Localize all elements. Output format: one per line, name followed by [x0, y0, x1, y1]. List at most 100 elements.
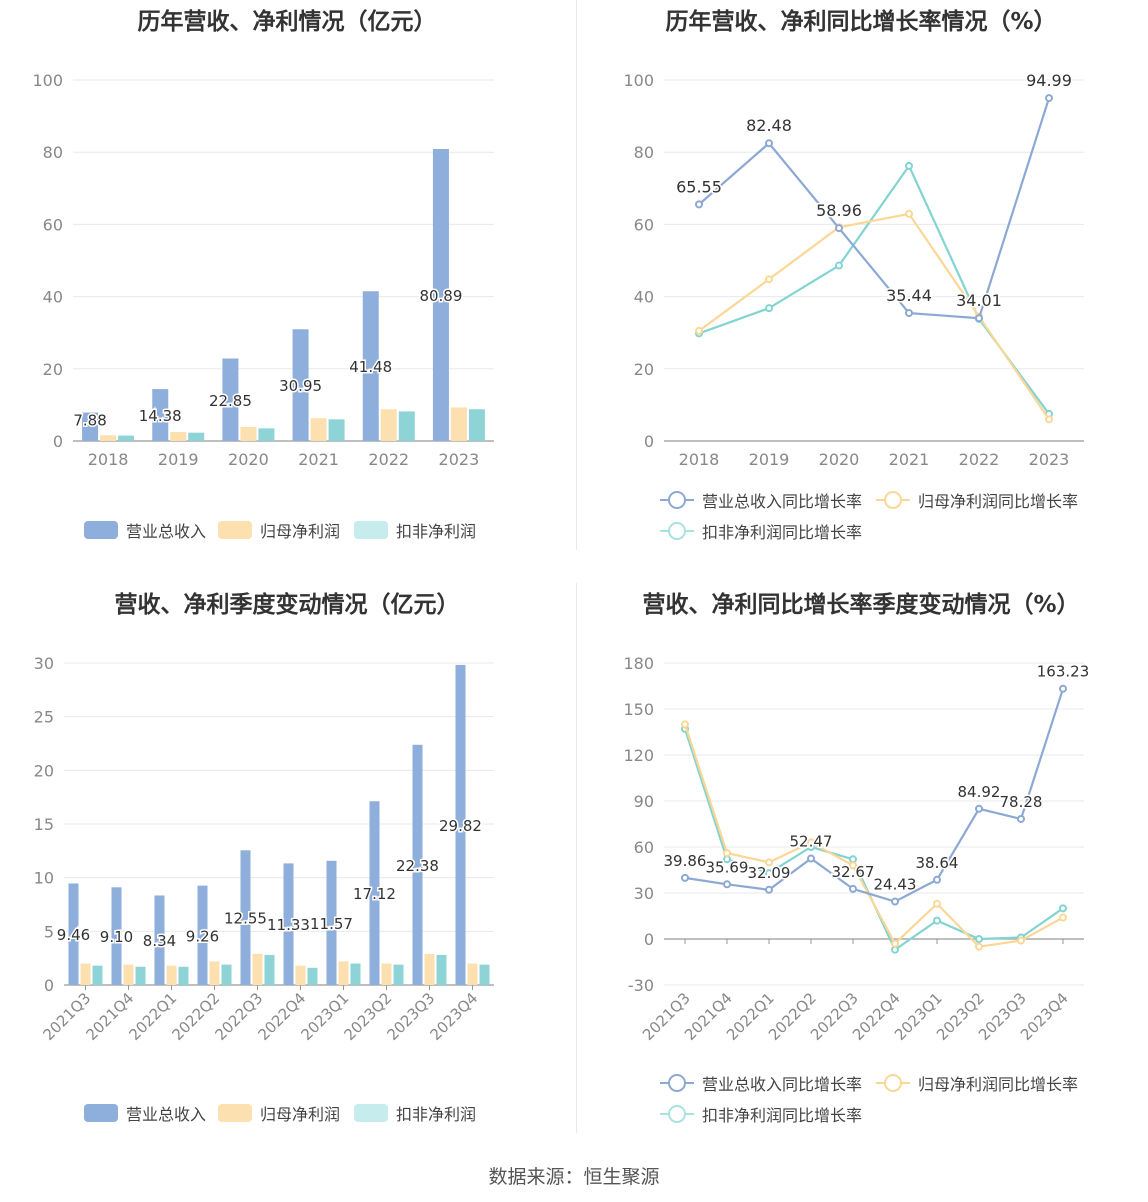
- legend-swatch: [876, 1074, 910, 1092]
- bar: [166, 965, 177, 985]
- legend-label: 归母净利润同比增长率: [918, 492, 1079, 511]
- bar-value-label: 9.26: [186, 927, 219, 945]
- bar: [450, 407, 467, 441]
- x-tick-label: 2019: [158, 450, 199, 469]
- point-value-label: 84.92: [958, 783, 1001, 801]
- legend-item-parent-growth[interactable]: 归母净利润同比增长率: [876, 488, 1078, 512]
- y-tick-label: 80: [43, 143, 63, 162]
- legend-item-deducted-growth[interactable]: 扣非净利润同比增长率: [660, 519, 862, 543]
- x-tick-label: 2022: [368, 450, 409, 469]
- y-tick-label: 25: [34, 708, 54, 727]
- y-tick-label: 150: [623, 700, 654, 719]
- point-value-label: 34.01: [956, 291, 1002, 310]
- legend: 营业总收入 归母净利润 扣非净利润: [0, 0, 574, 580]
- legend-item-deducted-growth[interactable]: 扣非净利润同比增长率: [660, 1102, 862, 1126]
- bar: [283, 863, 294, 985]
- legend-label: 扣非净利润: [396, 1105, 477, 1124]
- series-point: [849, 884, 857, 893]
- y-tick-label: 180: [623, 654, 654, 673]
- bar: [338, 961, 349, 985]
- point-value-label: 39.86: [664, 852, 707, 870]
- series-point: [807, 838, 815, 847]
- bar: [123, 964, 134, 985]
- point-value-label: 163.23: [1037, 663, 1090, 681]
- series-point: [1059, 904, 1067, 913]
- series-point: [975, 314, 983, 323]
- x-tick-label: 2018: [679, 450, 720, 469]
- legend-item-parent-profit[interactable]: 归母净利润: [218, 518, 340, 542]
- x-tick-label: 2023: [1029, 450, 1070, 469]
- bar: [240, 850, 251, 985]
- series-point: [1017, 814, 1025, 823]
- annual-revenue-profit-panel: 历年营收、净利情况（亿元） 0 20 40 60 80 100 2018 2019 2020 20…: [0, 0, 574, 580]
- legend-label: 扣非净利润同比增长率: [702, 523, 863, 542]
- quarterly-revenue-profit-panel: 营收、净利季度变动情况（亿元） 0 5 10 15 20 25 30 2021Q3 2021Q4…: [0, 583, 574, 1163]
- series-point: [975, 942, 983, 951]
- series-point: [681, 873, 689, 882]
- y-tick-label: 40: [634, 288, 654, 307]
- series-point: [849, 861, 857, 870]
- bar: [292, 329, 309, 441]
- legend-item-deducted-profit[interactable]: 扣非净利润: [354, 518, 476, 542]
- point-value-label: 78.28: [1000, 793, 1043, 811]
- bar-value-label: 11.33: [267, 916, 310, 934]
- legend-item-revenue-growth[interactable]: 营业总收入同比增长率: [660, 488, 862, 512]
- y-tick-label: 0: [53, 432, 63, 451]
- bar: [82, 412, 99, 441]
- bar-value-label: 30.95: [279, 377, 322, 395]
- bar: [424, 953, 435, 985]
- legend-item-deducted-profit[interactable]: 扣非净利润: [354, 1101, 476, 1125]
- series-line: [698, 97, 1051, 320]
- legend-label: 营业总收入: [126, 1105, 207, 1124]
- y-tick-label: -30: [628, 976, 654, 995]
- y-tick-label: 60: [634, 838, 654, 857]
- series-point: [723, 880, 731, 889]
- series-point: [1017, 936, 1025, 945]
- legend: 营业总收入 归母净利润 扣非净利润: [0, 583, 574, 1163]
- bar: [135, 966, 146, 985]
- annual-bar-chart: 0 20 40 60 80 100 2018 2019 2020 2021 2022 2023 7.88…: [32, 71, 494, 469]
- series-point: [933, 899, 941, 908]
- bar-value-label: 41.48: [349, 358, 392, 376]
- series-line: [683, 723, 1064, 948]
- legend-item-parent-profit[interactable]: 归母净利润: [218, 1101, 340, 1125]
- series-point: [891, 939, 899, 948]
- y-tick-label: 30: [34, 654, 54, 673]
- bar: [152, 389, 169, 441]
- bar-value-label: 17.12: [353, 885, 396, 903]
- legend-item-parent-growth[interactable]: 归母净利润同比增长率: [876, 1071, 1078, 1095]
- y-tick-label: 100: [623, 71, 654, 90]
- legend-swatch: [660, 522, 694, 540]
- legend-swatch: [354, 1104, 388, 1122]
- legend-item-revenue-growth[interactable]: 营业总收入同比增长率: [660, 1071, 862, 1095]
- y-tick-label: 90: [634, 792, 654, 811]
- annual-growth-panel: 历年营收、净利同比增长率情况（%） 0 20 40 60 80 100 2018 2019 20…: [574, 0, 1148, 580]
- bar: [118, 435, 135, 441]
- series-point: [695, 326, 703, 335]
- series-point: [723, 849, 731, 858]
- panel-title: 营收、净利同比增长率季度变动情况（%）: [642, 592, 1080, 618]
- bar: [240, 426, 257, 441]
- bar-value-label: 29.82: [439, 817, 482, 835]
- quarterly-growth-panel: 营收、净利同比增长率季度变动情况（%） -30 0 30 60 90 120 150 180 2…: [574, 583, 1148, 1163]
- bar: [111, 887, 122, 985]
- bar: [455, 664, 466, 985]
- series-point: [1045, 94, 1053, 103]
- bar: [80, 963, 91, 985]
- series-point: [933, 916, 941, 925]
- bar-value-label: 14.38: [139, 407, 182, 425]
- bar: [432, 148, 449, 441]
- series-point: [765, 885, 773, 894]
- bar: [197, 885, 208, 985]
- x-tick-label: 2022: [959, 450, 1000, 469]
- legend-item-revenue[interactable]: 营业总收入: [84, 518, 206, 542]
- bar: [326, 860, 337, 985]
- series-line: [698, 212, 1050, 420]
- point-value-label: 24.43: [874, 876, 917, 894]
- series-line: [684, 688, 1065, 903]
- point-value-label: 38.64: [916, 854, 959, 872]
- legend-item-revenue[interactable]: 营业总收入: [84, 1101, 206, 1125]
- y-tick-label: 40: [43, 288, 63, 307]
- y-tick-label: 20: [43, 360, 63, 379]
- point-value-label: 32.09: [748, 864, 791, 882]
